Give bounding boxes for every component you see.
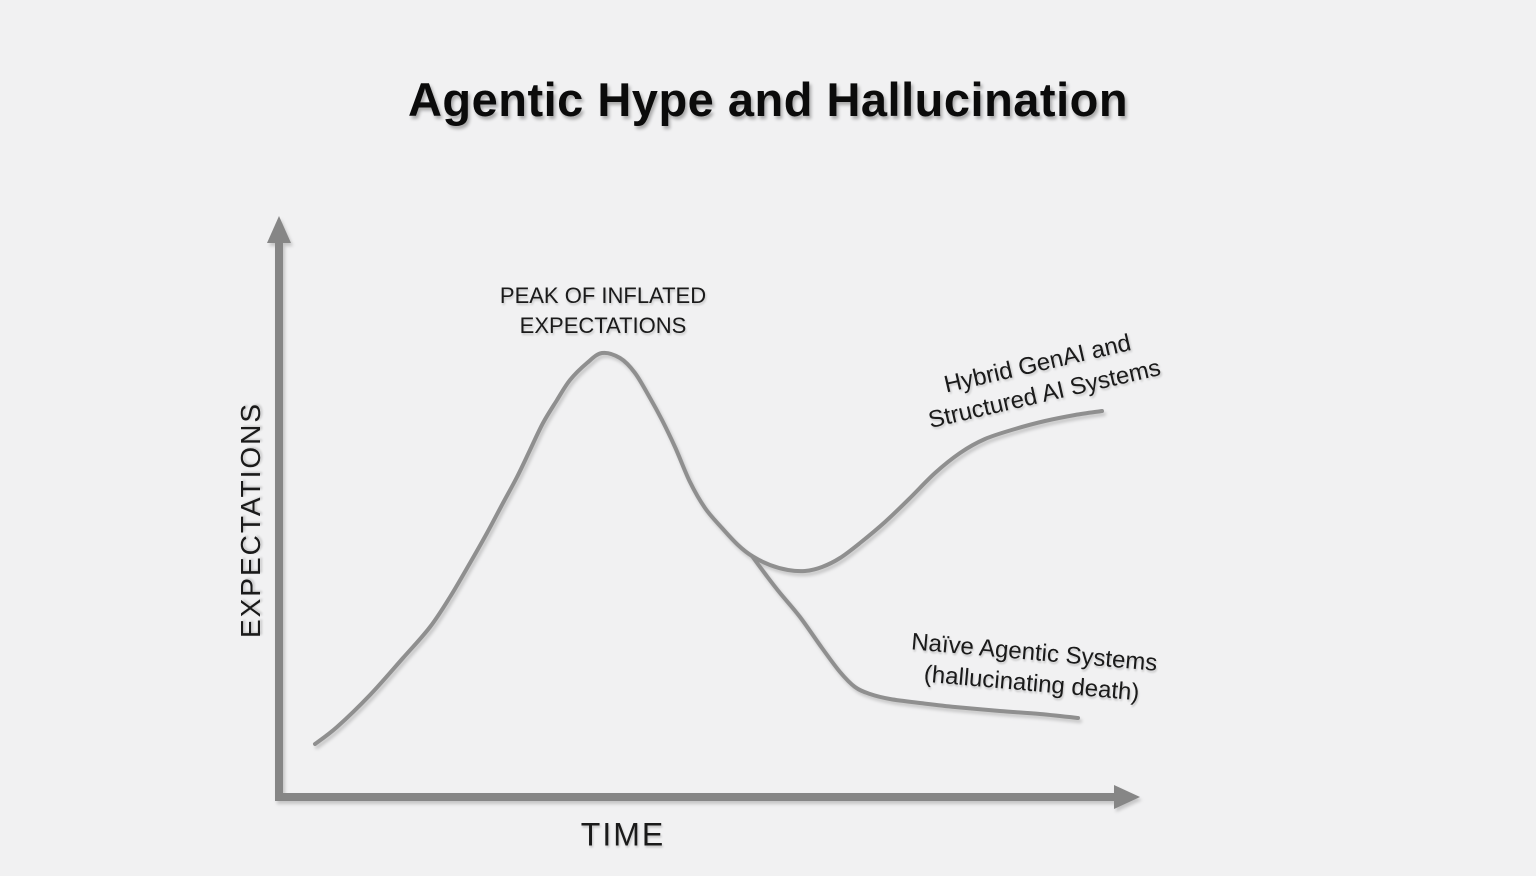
hype-curve-hybrid-genai [313,350,1104,746]
peak-annotation-line2: EXPECTATIONS [519,313,687,338]
peak-annotation-line1: PEAK OF INFLATED [499,283,707,308]
x-axis-arrowhead-icon [1114,785,1140,809]
y-axis-label: EXPECTATIONS [235,401,266,639]
peak-annotation: PEAK OF INFLATED EXPECTATIONS [500,281,706,341]
x-axis-label: TIME [580,816,666,853]
y-axis-arrowhead-icon [267,216,291,243]
page-title: Agentic Hype and Hallucination [407,73,1129,126]
hype-curve-naive-agentic [750,554,1080,720]
